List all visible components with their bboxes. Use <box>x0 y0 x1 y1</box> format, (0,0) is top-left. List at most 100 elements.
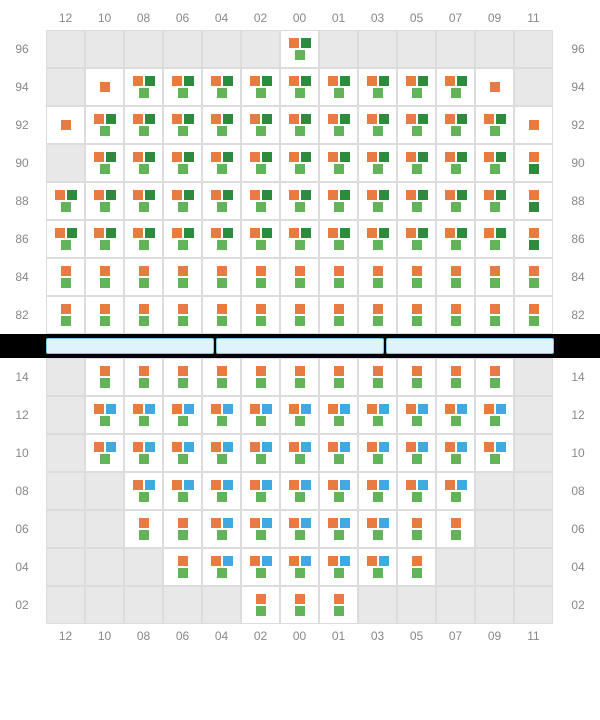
seat-cell[interactable] <box>319 510 358 548</box>
seat-cell[interactable] <box>85 510 124 548</box>
seat-cell[interactable] <box>280 144 319 182</box>
seat-cell[interactable] <box>319 182 358 220</box>
seat-cell[interactable] <box>241 472 280 510</box>
seat-cell[interactable] <box>163 510 202 548</box>
seat-cell[interactable] <box>241 106 280 144</box>
seat-cell[interactable] <box>280 30 319 68</box>
seat-cell[interactable] <box>85 258 124 296</box>
seat-cell[interactable] <box>124 472 163 510</box>
seat-cell[interactable] <box>436 586 475 624</box>
seat-cell[interactable] <box>241 182 280 220</box>
seat-cell[interactable] <box>436 106 475 144</box>
seat-cell[interactable] <box>514 358 553 396</box>
seat-cell[interactable] <box>280 106 319 144</box>
seat-cell[interactable] <box>202 396 241 434</box>
seat-cell[interactable] <box>85 220 124 258</box>
seat-cell[interactable] <box>202 296 241 334</box>
seat-cell[interactable] <box>46 548 85 586</box>
seat-cell[interactable] <box>475 434 514 472</box>
seat-cell[interactable] <box>436 396 475 434</box>
seat-cell[interactable] <box>280 68 319 106</box>
seat-cell[interactable] <box>280 472 319 510</box>
seat-cell[interactable] <box>46 434 85 472</box>
seat-cell[interactable] <box>124 510 163 548</box>
seat-cell[interactable] <box>514 548 553 586</box>
seat-cell[interactable] <box>241 68 280 106</box>
seat-cell[interactable] <box>514 510 553 548</box>
seat-cell[interactable] <box>124 296 163 334</box>
seat-cell[interactable] <box>163 548 202 586</box>
seat-cell[interactable] <box>202 182 241 220</box>
seat-cell[interactable] <box>163 434 202 472</box>
seat-cell[interactable] <box>397 434 436 472</box>
seat-cell[interactable] <box>358 258 397 296</box>
seat-cell[interactable] <box>475 106 514 144</box>
seat-cell[interactable] <box>85 396 124 434</box>
seat-cell[interactable] <box>280 396 319 434</box>
seat-cell[interactable] <box>436 358 475 396</box>
seat-cell[interactable] <box>358 396 397 434</box>
seat-cell[interactable] <box>46 396 85 434</box>
seat-cell[interactable] <box>436 68 475 106</box>
seat-cell[interactable] <box>85 68 124 106</box>
seat-cell[interactable] <box>163 220 202 258</box>
seat-cell[interactable] <box>124 182 163 220</box>
seat-cell[interactable] <box>319 258 358 296</box>
seat-cell[interactable] <box>514 106 553 144</box>
seat-cell[interactable] <box>358 106 397 144</box>
seat-cell[interactable] <box>241 358 280 396</box>
seat-cell[interactable] <box>475 30 514 68</box>
seat-cell[interactable] <box>202 144 241 182</box>
seat-cell[interactable] <box>358 510 397 548</box>
seat-cell[interactable] <box>475 472 514 510</box>
seat-cell[interactable] <box>319 434 358 472</box>
seat-cell[interactable] <box>202 220 241 258</box>
seat-cell[interactable] <box>202 548 241 586</box>
seat-cell[interactable] <box>358 144 397 182</box>
seat-cell[interactable] <box>85 434 124 472</box>
seat-cell[interactable] <box>46 472 85 510</box>
seat-cell[interactable] <box>280 586 319 624</box>
seat-cell[interactable] <box>319 472 358 510</box>
seat-cell[interactable] <box>397 220 436 258</box>
seat-cell[interactable] <box>46 510 85 548</box>
seat-cell[interactable] <box>163 106 202 144</box>
seat-cell[interactable] <box>436 472 475 510</box>
seat-cell[interactable] <box>319 358 358 396</box>
seat-cell[interactable] <box>436 296 475 334</box>
seat-cell[interactable] <box>241 510 280 548</box>
seat-cell[interactable] <box>85 30 124 68</box>
seat-cell[interactable] <box>163 258 202 296</box>
seat-cell[interactable] <box>475 258 514 296</box>
seat-cell[interactable] <box>46 68 85 106</box>
seat-cell[interactable] <box>202 68 241 106</box>
seat-cell[interactable] <box>475 144 514 182</box>
seat-cell[interactable] <box>514 220 553 258</box>
seat-cell[interactable] <box>85 586 124 624</box>
seat-cell[interactable] <box>397 296 436 334</box>
seat-cell[interactable] <box>475 396 514 434</box>
seat-cell[interactable] <box>241 30 280 68</box>
seat-cell[interactable] <box>85 358 124 396</box>
seat-cell[interactable] <box>397 30 436 68</box>
seat-cell[interactable] <box>280 434 319 472</box>
seat-cell[interactable] <box>202 472 241 510</box>
seat-cell[interactable] <box>358 472 397 510</box>
seat-cell[interactable] <box>163 296 202 334</box>
seat-cell[interactable] <box>475 220 514 258</box>
seat-cell[interactable] <box>436 548 475 586</box>
seat-cell[interactable] <box>514 144 553 182</box>
seat-cell[interactable] <box>124 548 163 586</box>
seat-cell[interactable] <box>397 510 436 548</box>
seat-cell[interactable] <box>124 30 163 68</box>
seat-cell[interactable] <box>475 358 514 396</box>
seat-cell[interactable] <box>358 182 397 220</box>
seat-cell[interactable] <box>280 548 319 586</box>
seat-cell[interactable] <box>46 358 85 396</box>
seat-cell[interactable] <box>475 182 514 220</box>
seat-cell[interactable] <box>397 144 436 182</box>
seat-cell[interactable] <box>514 182 553 220</box>
seat-cell[interactable] <box>46 586 85 624</box>
seat-cell[interactable] <box>397 396 436 434</box>
seat-cell[interactable] <box>475 586 514 624</box>
